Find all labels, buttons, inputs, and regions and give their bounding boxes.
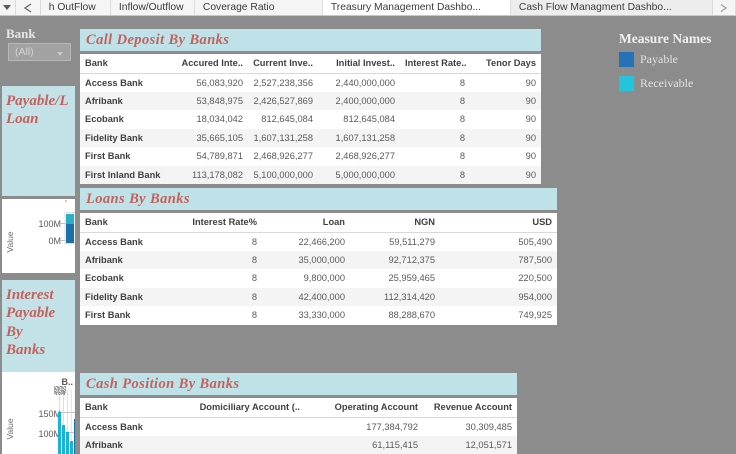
svg-text:465: 465 bbox=[62, 386, 68, 395]
